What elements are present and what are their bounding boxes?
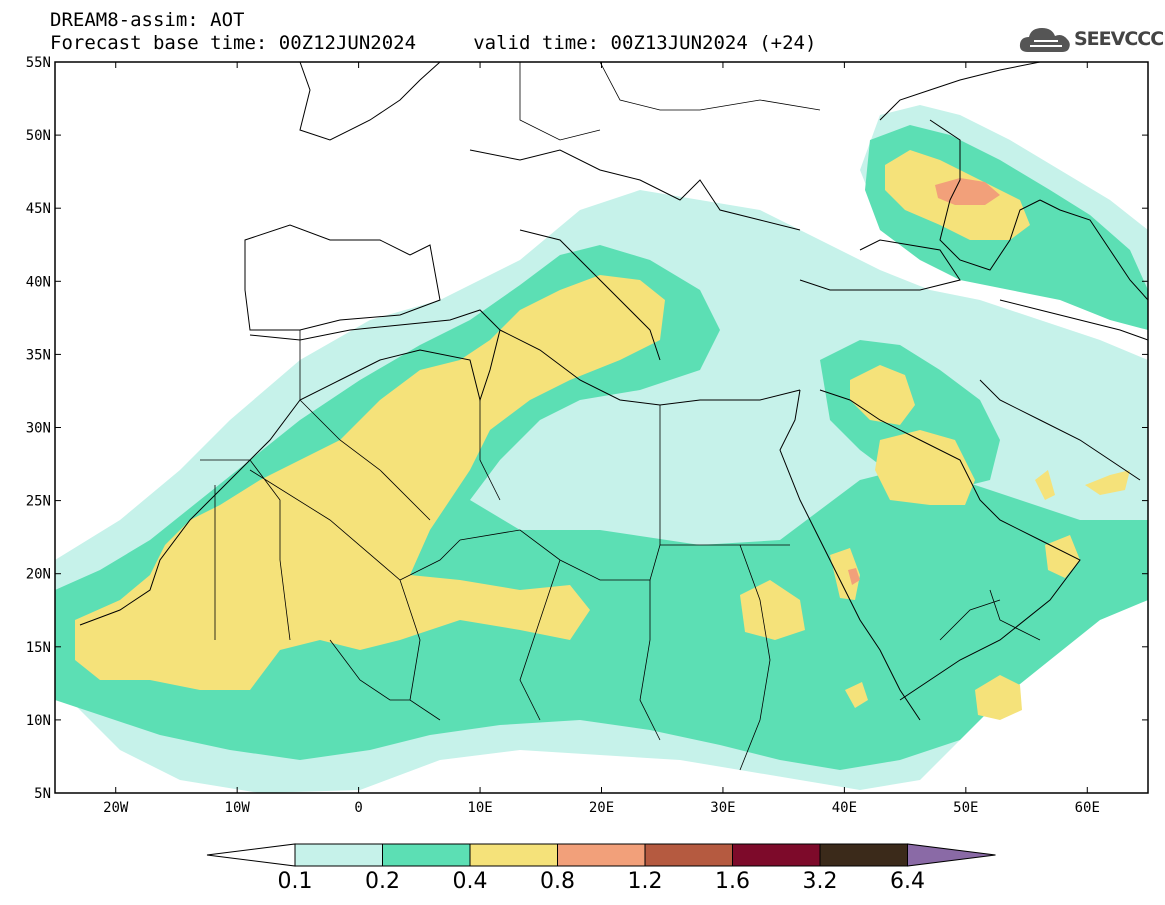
lat-tick-label: 40N xyxy=(26,274,51,290)
lat-tick-label: 5N xyxy=(34,786,51,802)
colorbar-label: 0.4 xyxy=(453,869,488,894)
borders xyxy=(200,62,1041,771)
colorbar-segment xyxy=(469,843,558,867)
lon-tick-label: 30E xyxy=(710,800,735,816)
colorbar-segment xyxy=(294,843,383,867)
logo-text: SEEVCCC xyxy=(1074,28,1164,50)
colorbar-over-triangle xyxy=(907,843,996,867)
colorbar-label: 6.4 xyxy=(890,869,925,894)
colorbar-label: 0.1 xyxy=(278,869,313,894)
colorbar: 0.1 0.2 0.4 0.8 1.2 1.6 3.2 6.4 xyxy=(206,843,996,894)
lat-tick-label: 50N xyxy=(26,128,51,144)
colorbar-segment xyxy=(644,843,733,867)
lon-tick-label: 10W xyxy=(225,800,251,816)
title-line1: DREAM8-assim: AOT xyxy=(50,9,245,31)
lat-tick-label: 20N xyxy=(26,567,51,583)
lon-tick-label: 60E xyxy=(1075,800,1100,816)
lon-tick-label: 40E xyxy=(832,800,857,816)
lon-tick-label: 20W xyxy=(103,800,129,816)
lon-tick-label: 0 xyxy=(354,800,362,816)
colorbar-under-triangle xyxy=(206,843,296,867)
lat-tick-label: 15N xyxy=(26,640,51,656)
lon-tick-label: 10E xyxy=(467,800,492,816)
lat-tick-label: 25N xyxy=(26,494,51,510)
lat-tick-label: 45N xyxy=(26,201,51,217)
colorbar-label: 1.6 xyxy=(715,869,750,894)
colorbar-label: 3.2 xyxy=(803,869,838,894)
coastlines xyxy=(79,62,1148,721)
aot-level-0.4 xyxy=(75,275,665,690)
colorbar-label: 1.2 xyxy=(628,869,663,894)
colorbar-segment xyxy=(382,843,471,867)
cloud-icon xyxy=(1019,28,1070,52)
lon-tick-label: 20E xyxy=(589,800,614,816)
colorbar-label: 0.2 xyxy=(365,869,400,894)
lat-tick-label: 30N xyxy=(26,421,51,437)
colorbar-segment xyxy=(732,843,821,867)
lat-tick-label: 35N xyxy=(26,347,51,363)
lon-tick-label: 50E xyxy=(953,800,978,816)
colorbar-segment xyxy=(557,843,646,867)
seevccc-logo: SEEVCCC xyxy=(1018,24,1164,56)
lat-tick-label: 10N xyxy=(26,713,51,729)
lat-tick-label: 55N xyxy=(26,55,51,71)
lat-axis: 55N 50N 45N 40N 35N 30N 25N 20N 15N 10N 5N xyxy=(26,55,1148,802)
lon-axis: 20W 10W 0 10E 20E 30E 40E 50E 60E xyxy=(103,62,1100,816)
colorbar-label: 0.8 xyxy=(540,869,575,894)
colorbar-segment xyxy=(819,843,908,867)
title-line2: Forecast base time: 00Z12JUN2024 valid t… xyxy=(50,32,817,54)
